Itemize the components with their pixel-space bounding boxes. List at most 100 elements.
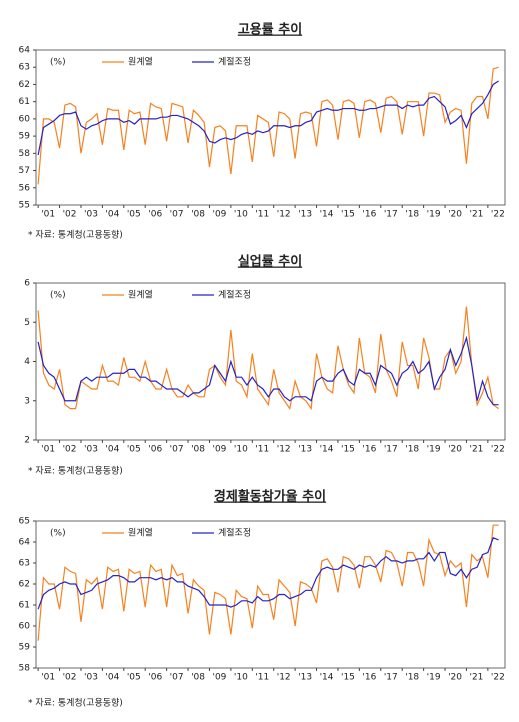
x-tick-label: '21 bbox=[469, 445, 483, 455]
x-tick-label: '09 bbox=[212, 445, 226, 455]
x-tick-label: '07 bbox=[170, 445, 184, 455]
plot-frame bbox=[35, 282, 506, 441]
x-tick-label: '05 bbox=[127, 210, 141, 220]
x-tick-label: '15 bbox=[341, 210, 355, 220]
legend-label: 계절조정 bbox=[218, 527, 251, 539]
y-tick-label: 55 bbox=[19, 201, 30, 211]
x-tick-label: '08 bbox=[191, 673, 205, 683]
x-tick-label: '18 bbox=[405, 673, 419, 683]
x-tick-label: '06 bbox=[148, 210, 162, 220]
x-tick-label: '05 bbox=[127, 673, 141, 683]
x-tick-label: '14 bbox=[320, 210, 334, 220]
y-tick-label: 59 bbox=[19, 643, 31, 653]
x-tick-label: '08 bbox=[191, 210, 205, 220]
x-tick-label: '08 bbox=[191, 445, 205, 455]
x-tick-label: '02 bbox=[63, 445, 77, 455]
x-tick-label: '07 bbox=[170, 673, 184, 683]
x-tick-label: '12 bbox=[277, 445, 291, 455]
x-tick-label: '01 bbox=[41, 445, 55, 455]
x-tick-label: '09 bbox=[212, 210, 226, 220]
source-note: * 자료: 통계청(고용동향) bbox=[28, 465, 123, 477]
x-tick-label: '06 bbox=[148, 445, 162, 455]
x-tick-label: '16 bbox=[362, 673, 376, 683]
y-tick-label: 65 bbox=[19, 517, 30, 527]
y-tick-label: 64 bbox=[19, 538, 31, 548]
x-tick-label: '10 bbox=[234, 673, 248, 683]
source-note: * 자료: 통계청(고용동향) bbox=[28, 229, 123, 241]
series-line bbox=[37, 66, 499, 185]
x-tick-label: '16 bbox=[362, 210, 376, 220]
x-tick-label: '12 bbox=[277, 210, 291, 220]
x-tick-label: '22 bbox=[491, 210, 505, 220]
series-line bbox=[37, 524, 499, 641]
x-tick-label: '11 bbox=[255, 210, 269, 220]
x-tick-label: '05 bbox=[127, 445, 141, 455]
series-line bbox=[37, 306, 499, 411]
x-tick-label: '09 bbox=[212, 673, 226, 683]
x-tick-label: '02 bbox=[63, 673, 77, 683]
y-tick-label: 59 bbox=[19, 132, 31, 142]
x-tick-label: '18 bbox=[405, 445, 419, 455]
x-tick-label: '01 bbox=[41, 210, 55, 220]
x-tick-label: '20 bbox=[448, 673, 462, 683]
unit-label: (%) bbox=[50, 529, 66, 539]
y-tick-label: 4 bbox=[24, 357, 30, 367]
x-tick-label: '12 bbox=[277, 673, 291, 683]
y-tick-label: 58 bbox=[19, 149, 31, 159]
x-tick-label: '13 bbox=[298, 445, 312, 455]
x-tick-label: '03 bbox=[84, 210, 98, 220]
unit-label: (%) bbox=[50, 291, 66, 301]
y-tick-label: 62 bbox=[19, 580, 30, 590]
x-tick-label: '13 bbox=[298, 673, 312, 683]
x-tick-label: '13 bbox=[298, 210, 312, 220]
y-tick-label: 6 bbox=[24, 279, 30, 289]
y-tick-label: 56 bbox=[19, 183, 31, 193]
x-tick-label: '03 bbox=[84, 673, 98, 683]
x-tick-label: '22 bbox=[491, 445, 505, 455]
x-tick-label: '17 bbox=[384, 445, 398, 455]
x-tick-label: '19 bbox=[427, 210, 441, 220]
x-tick-label: '19 bbox=[427, 445, 441, 455]
legend-label: 계절조정 bbox=[218, 289, 251, 301]
y-tick-label: 3 bbox=[24, 396, 30, 406]
y-tick-label: 63 bbox=[19, 63, 30, 73]
x-tick-label: '11 bbox=[255, 445, 269, 455]
x-tick-label: '17 bbox=[384, 210, 398, 220]
x-tick-label: '15 bbox=[341, 445, 355, 455]
x-tick-label: '01 bbox=[41, 673, 55, 683]
y-tick-label: 5 bbox=[24, 318, 30, 328]
plot-frame bbox=[35, 49, 506, 206]
y-tick-label: 61 bbox=[19, 601, 30, 611]
x-tick-label: '04 bbox=[105, 445, 119, 455]
y-tick-label: 62 bbox=[19, 80, 30, 90]
legend-label: 원계열 bbox=[128, 56, 153, 68]
x-tick-label: '22 bbox=[491, 673, 505, 683]
x-tick-label: '11 bbox=[255, 673, 269, 683]
y-tick-label: 2 bbox=[24, 436, 30, 446]
x-tick-label: '04 bbox=[105, 210, 119, 220]
x-tick-label: '21 bbox=[469, 210, 483, 220]
x-tick-label: '03 bbox=[84, 445, 98, 455]
y-tick-label: 61 bbox=[19, 97, 30, 107]
legend-label: 원계열 bbox=[128, 289, 153, 301]
plot-frame bbox=[35, 520, 506, 669]
x-tick-label: '04 bbox=[105, 673, 119, 683]
chart-title: 고용률 추이 bbox=[238, 22, 302, 38]
x-tick-label: '21 bbox=[469, 673, 483, 683]
series-line bbox=[37, 537, 499, 610]
x-tick-label: '19 bbox=[427, 673, 441, 683]
x-tick-label: '20 bbox=[448, 445, 462, 455]
x-tick-label: '16 bbox=[362, 445, 376, 455]
y-tick-label: 64 bbox=[19, 46, 31, 56]
x-tick-label: '10 bbox=[234, 210, 248, 220]
unit-label: (%) bbox=[50, 58, 66, 68]
x-tick-label: '02 bbox=[63, 210, 77, 220]
series-line bbox=[37, 80, 499, 156]
x-tick-label: '17 bbox=[384, 673, 398, 683]
y-tick-label: 58 bbox=[19, 664, 31, 674]
legend-label: 원계열 bbox=[128, 527, 153, 539]
x-tick-label: '06 bbox=[148, 673, 162, 683]
source-note: * 자료: 통계청(고용동향) bbox=[28, 697, 123, 709]
y-tick-label: 63 bbox=[19, 559, 30, 569]
